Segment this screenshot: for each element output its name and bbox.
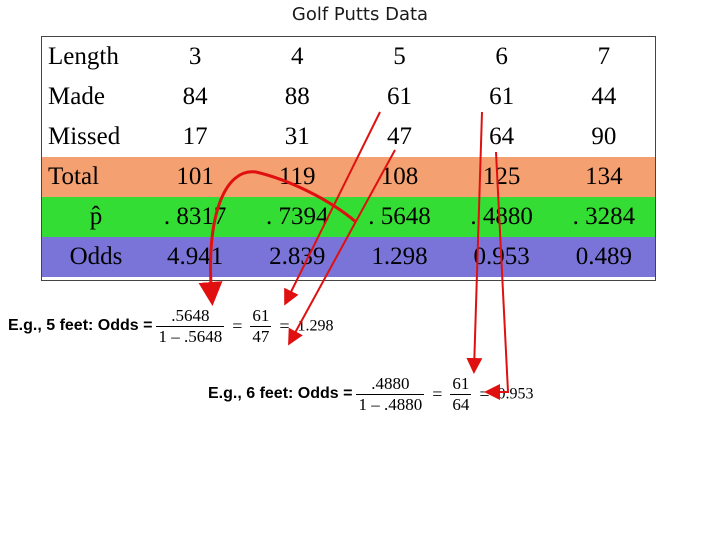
cell-odds-3: 4.941 bbox=[144, 237, 247, 277]
cell-phat-3: . 8317 bbox=[144, 197, 247, 237]
example-6-missed-denominator: 64 bbox=[452, 395, 470, 414]
equals-sign: = bbox=[279, 316, 290, 336]
cell-length-7: 7 bbox=[552, 37, 655, 77]
cell-odds-4: 2.839 bbox=[246, 237, 349, 277]
example-5-phat-numerator: .5648 bbox=[156, 306, 225, 327]
cell-total-4: 119 bbox=[246, 157, 349, 197]
cell-length-5: 5 bbox=[348, 37, 451, 77]
row-label-length: Length bbox=[42, 37, 144, 77]
cell-phat-5: . 5648 bbox=[348, 197, 451, 237]
example-6-result: 0.953 bbox=[497, 385, 534, 403]
cell-made-4: 88 bbox=[246, 77, 349, 117]
page-title: Golf Putts Data bbox=[291, 4, 429, 25]
cell-phat-7: . 3284 bbox=[552, 197, 655, 237]
row-label-missed: Missed bbox=[42, 117, 144, 157]
table-row-total: Total 101 119 108 125 134 bbox=[42, 157, 655, 197]
cell-odds-7: 0.489 bbox=[552, 237, 655, 277]
cell-made-5: 61 bbox=[348, 77, 451, 117]
cell-made-7: 44 bbox=[552, 77, 655, 117]
example-6-label: E.g., 6 feet: Odds = bbox=[208, 385, 353, 403]
cell-missed-7: 90 bbox=[552, 117, 655, 157]
example-5-missed-denominator: 47 bbox=[252, 327, 270, 346]
cell-odds-6: 0.953 bbox=[450, 237, 553, 277]
example-6-phat-denominator: 1 – .4880 bbox=[358, 395, 423, 414]
example-5-made-numerator: 61 bbox=[250, 306, 272, 327]
table-row-made: Made 84 88 61 61 44 bbox=[42, 77, 655, 117]
table-row-length: Length 3 4 5 6 7 bbox=[42, 37, 655, 77]
cell-missed-6: 64 bbox=[450, 117, 553, 157]
example-6-made-numerator: 61 bbox=[450, 374, 472, 395]
cell-total-7: 134 bbox=[552, 157, 655, 197]
example-5-fraction-phat: .5648 1 – .5648 bbox=[156, 306, 225, 347]
cell-missed-5: 47 bbox=[348, 117, 451, 157]
table-row-missed: Missed 17 31 47 64 90 bbox=[42, 117, 655, 157]
example-6-fraction-counts: 61 64 bbox=[450, 374, 472, 415]
example-5-result: 1.298 bbox=[297, 317, 334, 335]
example-5-label: E.g., 5 feet: Odds = bbox=[8, 317, 153, 335]
example-5-phat-denominator: 1 – .5648 bbox=[158, 327, 223, 346]
table-row-odds: Odds 4.941 2.839 1.298 0.953 0.489 bbox=[42, 237, 655, 277]
cell-total-6: 125 bbox=[450, 157, 553, 197]
cell-total-3: 101 bbox=[144, 157, 247, 197]
cell-phat-6: . 4880 bbox=[450, 197, 553, 237]
cell-total-5: 108 bbox=[348, 157, 451, 197]
row-label-odds: Odds bbox=[42, 237, 144, 277]
equals-sign: = bbox=[479, 384, 490, 404]
cell-length-6: 6 bbox=[450, 37, 553, 77]
cell-made-3: 84 bbox=[144, 77, 247, 117]
example-6-phat-numerator: .4880 bbox=[356, 374, 425, 395]
equals-sign: = bbox=[232, 316, 243, 336]
example-5-fraction-counts: 61 47 bbox=[250, 306, 272, 347]
row-label-made: Made bbox=[42, 77, 144, 117]
cell-made-6: 61 bbox=[450, 77, 553, 117]
example-6-fraction-phat: .4880 1 – .4880 bbox=[356, 374, 425, 415]
cell-phat-4: . 7394 bbox=[246, 197, 349, 237]
equals-sign: = bbox=[432, 384, 443, 404]
cell-missed-3: 17 bbox=[144, 117, 247, 157]
cell-length-4: 4 bbox=[246, 37, 349, 77]
example-6-feet-equation: E.g., 6 feet: Odds = .4880 1 – .4880 = 6… bbox=[208, 374, 534, 415]
cell-length-3: 3 bbox=[144, 37, 247, 77]
cell-odds-5: 1.298 bbox=[348, 237, 451, 277]
row-label-total: Total bbox=[42, 157, 144, 197]
cell-missed-4: 31 bbox=[246, 117, 349, 157]
example-5-feet-equation: E.g., 5 feet: Odds = .5648 1 – .5648 = 6… bbox=[8, 306, 334, 347]
table-row-phat: p̂ . 8317 . 7394 . 5648 . 4880 . 3284 bbox=[42, 197, 655, 237]
row-label-phat: p̂ bbox=[42, 197, 144, 237]
golf-putts-table: Length 3 4 5 6 7 Made 84 88 61 61 44 Mis… bbox=[42, 37, 655, 277]
